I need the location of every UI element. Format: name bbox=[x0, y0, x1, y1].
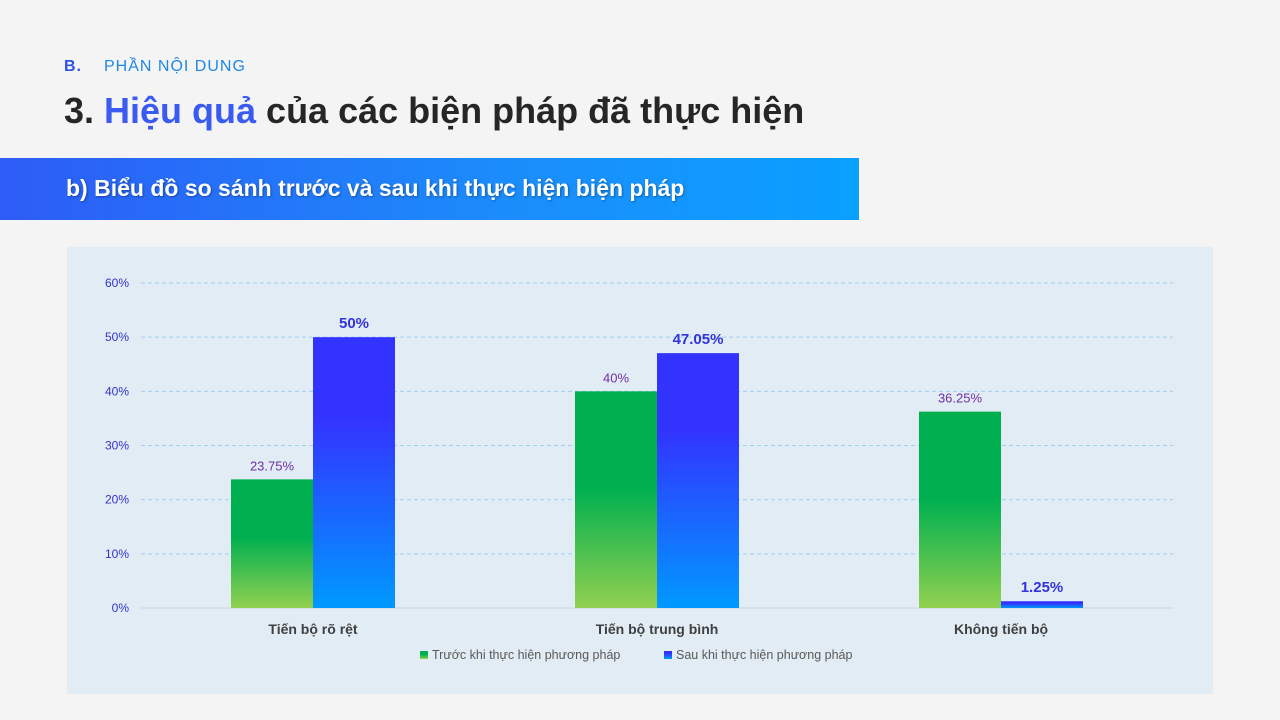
bar bbox=[231, 479, 313, 608]
y-tick-label: 30% bbox=[105, 439, 129, 453]
bar bbox=[657, 353, 739, 608]
data-label: 50% bbox=[339, 315, 369, 332]
data-label: 47.05% bbox=[673, 331, 724, 348]
title-rest: của các biện pháp đã thực hiện bbox=[256, 90, 805, 131]
data-label: 1.25% bbox=[1021, 579, 1064, 596]
legend-label-before: Trước khi thực hiện phương pháp bbox=[432, 648, 620, 662]
banner-text: b) Biểu đồ so sánh trước và sau khi thực… bbox=[66, 175, 685, 201]
title-prefix: 3. bbox=[64, 90, 105, 131]
section-letter: B. bbox=[64, 58, 82, 75]
category-label: Tiến bộ rõ rệt bbox=[268, 621, 358, 637]
bar bbox=[919, 411, 1001, 608]
data-label: 23.75% bbox=[250, 458, 295, 473]
data-label: 40% bbox=[603, 370, 629, 385]
bar bbox=[575, 391, 657, 608]
legend-label-after: Sau khi thực hiện phương pháp bbox=[676, 648, 852, 662]
y-tick-label: 20% bbox=[105, 493, 129, 507]
y-tick-label: 50% bbox=[105, 330, 129, 344]
title-highlight: Hiệu quả bbox=[104, 90, 257, 131]
legend-swatch-before bbox=[420, 651, 428, 659]
chart-panel: 0% 10% 20% 30% 40% 50% 60% 23.75% 50% Tiến bộ rõ … bbox=[67, 247, 1213, 694]
section-label: B. PHẦN NỘI DUNG bbox=[64, 58, 246, 76]
y-tick-label: 40% bbox=[105, 384, 129, 398]
category-label: Không tiến bộ bbox=[954, 621, 1048, 637]
y-tick-label: 0% bbox=[112, 601, 130, 615]
bar bbox=[313, 337, 395, 608]
subtitle-banner: b) Biểu đồ so sánh trước và sau khi thực… bbox=[0, 158, 859, 220]
data-label: 36.25% bbox=[938, 391, 983, 406]
category-label: Tiến bộ trung bình bbox=[596, 621, 719, 637]
y-tick-label: 10% bbox=[105, 547, 129, 561]
y-tick-label: 60% bbox=[105, 276, 129, 290]
section-name: PHẦN NỘI DUNG bbox=[104, 58, 246, 75]
legend-swatch-after bbox=[664, 651, 672, 659]
page-title: 3. Hiệu quả của các biện pháp đã thực hi… bbox=[64, 90, 804, 132]
bar-chart: 0% 10% 20% 30% 40% 50% 60% 23.75% 50% Tiến bộ rõ … bbox=[105, 276, 1173, 662]
bar bbox=[1001, 601, 1083, 608]
